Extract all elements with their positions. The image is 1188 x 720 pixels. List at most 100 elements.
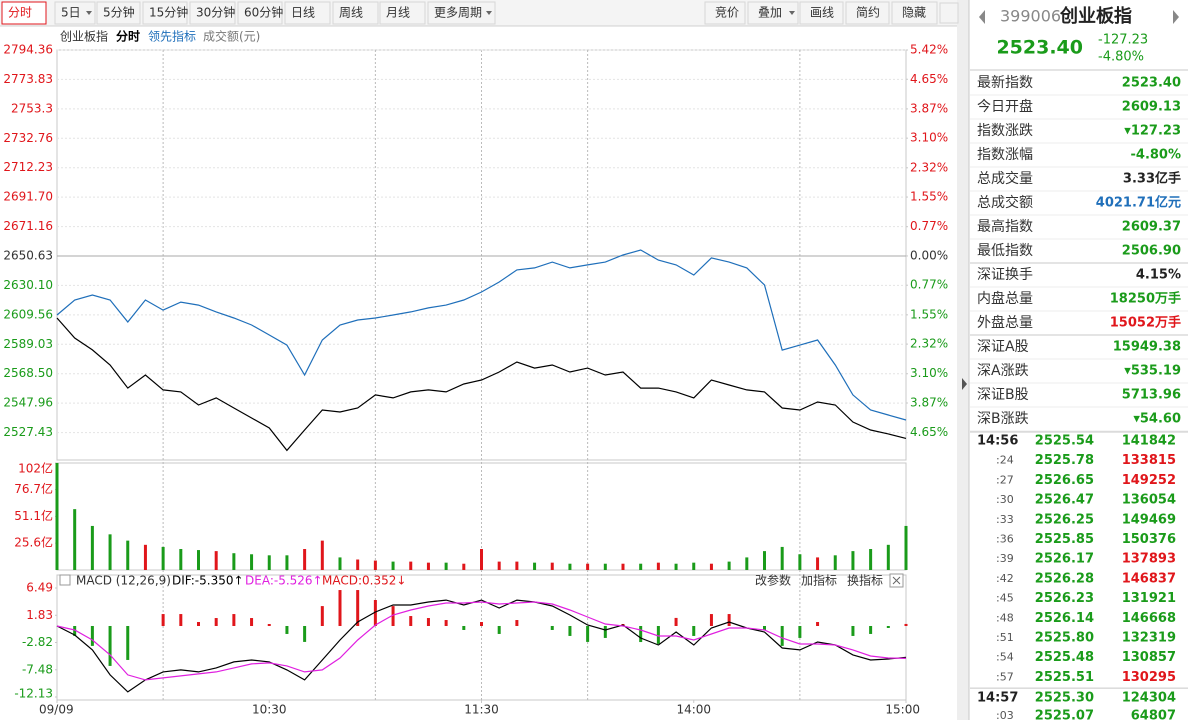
stat-value: ▾127.23	[1124, 124, 1181, 139]
tick-volume: 150376	[1122, 532, 1176, 547]
stat-label: 今日开盘	[977, 98, 1033, 115]
toolbar-button-label[interactable]: 周线	[339, 6, 363, 20]
indicator-control[interactable]: 换指标	[847, 573, 883, 588]
macd-bar	[197, 622, 200, 626]
stat-value: 15052万手	[1110, 315, 1181, 331]
y-tick-label: 2547.96	[3, 396, 53, 410]
toolbar-button-label[interactable]: 更多周期	[434, 6, 482, 20]
volume-bar	[586, 563, 590, 570]
stat-label: 深B涨跌	[977, 411, 1029, 427]
legend-entry[interactable]: 领先指标	[148, 29, 196, 44]
tick-price: 2526.23	[1035, 591, 1094, 606]
toolbar-button[interactable]	[189, 1, 236, 25]
toolbar-button[interactable]	[427, 1, 496, 25]
macd-bar	[886, 625, 890, 628]
toolbar-button[interactable]	[142, 1, 188, 25]
volume-bar	[373, 560, 377, 570]
dropdown-arrow[interactable]	[486, 11, 492, 15]
toolbar-button[interactable]	[284, 1, 331, 25]
indicator-icon[interactable]	[59, 574, 71, 586]
tick-volume: 149469	[1122, 512, 1176, 527]
volume-bar	[462, 563, 466, 570]
tick-time: :24	[996, 454, 1014, 467]
toolbar-button[interactable]	[845, 1, 890, 25]
volume-bar	[426, 562, 430, 570]
macd-bar	[73, 625, 77, 636]
legend-entry: DIF:-5.350↑	[172, 574, 244, 588]
macd-bar	[250, 618, 254, 626]
y-tick-label: 2671.16	[3, 219, 53, 233]
y2-tick-label: 0.00%	[910, 248, 948, 262]
tick-volume: 133815	[1122, 453, 1176, 468]
prev-arrow[interactable]	[979, 10, 985, 24]
toolbar-button[interactable]	[96, 1, 141, 25]
close-icon[interactable]	[892, 576, 901, 585]
toolbar-button-label[interactable]: 5日	[61, 6, 81, 20]
tick-time: :42	[996, 572, 1014, 585]
toolbar-button[interactable]	[891, 1, 938, 25]
stat-value: -4.80%	[1131, 148, 1182, 163]
toolbar-button-label[interactable]: 月线	[386, 6, 410, 20]
toolbar-button-label[interactable]: 分时	[8, 6, 32, 20]
y-tick-label: 2773.83	[3, 72, 53, 86]
toolbar-button[interactable]	[237, 1, 283, 25]
toolbar-button[interactable]	[54, 1, 96, 25]
tick-price: 2526.28	[1035, 571, 1094, 586]
line-series	[56, 601, 907, 681]
macd-bar	[356, 590, 360, 626]
quote-price: 2523.40	[996, 37, 1083, 59]
splitter-arrow[interactable]	[962, 378, 967, 390]
volume-bar	[409, 561, 413, 570]
macd-bar	[674, 617, 678, 626]
next-arrow[interactable]	[1173, 10, 1179, 24]
volume-bar	[745, 557, 749, 570]
macd-bar	[303, 625, 307, 642]
dropdown-arrow[interactable]	[86, 11, 92, 15]
tick-volume: 141842	[1122, 434, 1176, 449]
legend-entry[interactable]: 分时	[116, 29, 140, 44]
y2-tick-label: 4.65%	[910, 72, 948, 86]
dropdown-arrow[interactable]	[789, 11, 795, 15]
volume-bar	[303, 549, 307, 570]
tick-price: 2526.65	[1035, 473, 1094, 488]
toolbar-button-label[interactable]: 5分钟	[103, 5, 135, 20]
macd-bar	[462, 625, 466, 630]
volume-bar	[55, 463, 59, 570]
toolbar-button-label[interactable]: 30分钟	[196, 5, 235, 20]
toolbar-button[interactable]	[379, 1, 426, 25]
indicator-control[interactable]: 改参数	[755, 573, 791, 588]
macd-bar	[338, 590, 342, 626]
stat-label: 总成交额	[977, 194, 1033, 211]
volume-bar	[90, 525, 94, 570]
toolbar-button[interactable]	[799, 1, 844, 25]
toolbar-button-label[interactable]: 日线	[291, 6, 315, 20]
toolbar-button-label[interactable]: 60分钟	[244, 5, 283, 20]
stat-value: 15949.38	[1113, 340, 1181, 355]
toolbar-button-label[interactable]: 竞价	[715, 6, 739, 20]
tick-time: :54	[996, 651, 1014, 664]
toolbar-button[interactable]	[747, 1, 799, 25]
macd-bar	[869, 625, 873, 634]
volume-bar	[73, 509, 77, 570]
toolbar-button[interactable]	[332, 1, 379, 25]
toolbar-button-label[interactable]: 叠加	[758, 6, 782, 20]
volume-bar	[108, 534, 112, 570]
toolbar-button-label[interactable]: 隐藏	[902, 6, 926, 20]
stat-label: 指数涨跌	[977, 123, 1033, 139]
toolbar-button-label[interactable]: 15分钟	[149, 5, 188, 20]
volume-bar	[480, 549, 483, 570]
toolbar-button-label[interactable]: 画线	[810, 6, 834, 20]
y2-tick-label: 4.65%	[910, 425, 948, 439]
tick-volume: 132319	[1122, 631, 1176, 646]
tick-price: 2525.85	[1035, 532, 1094, 547]
tick-price: 2526.47	[1035, 493, 1094, 508]
y2-tick-label: 2.32%	[910, 160, 948, 174]
toolbar-button[interactable]	[704, 1, 746, 25]
fullscreen-button[interactable]	[939, 2, 959, 24]
toolbar-button-label[interactable]: 简约	[856, 5, 880, 20]
indicator-control[interactable]: 加指标	[801, 573, 837, 588]
toolbar-button[interactable]	[1, 1, 47, 25]
stat-label: 深证A股	[977, 339, 1029, 355]
splitter[interactable]	[957, 0, 969, 720]
tick-price: 2525.51	[1035, 670, 1094, 685]
